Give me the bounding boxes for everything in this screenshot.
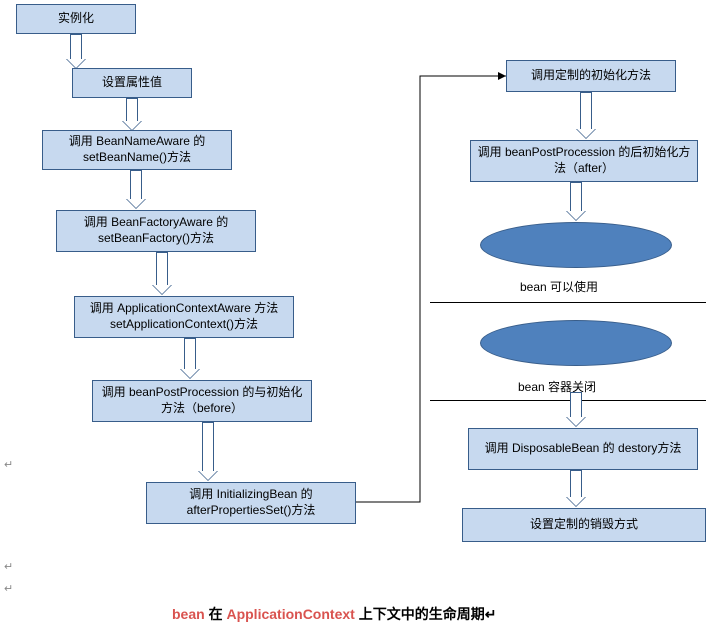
- node-bpp-after: 调用 beanPostProcession 的后初始化方法（after）: [470, 140, 698, 182]
- diagram-caption: bean 在 ApplicationContext 上下文中的生命周期↵: [172, 604, 496, 624]
- node-label: 调用 InitializingBean 的 afterPropertiesSet…: [151, 487, 351, 518]
- node-label: 调用 BeanFactoryAware 的 setBeanFactory()方法: [61, 215, 251, 246]
- node-set-props: 设置属性值: [72, 68, 192, 98]
- node-custom-destroy: 设置定制的销毁方式: [462, 508, 706, 542]
- arrow-down-icon: [152, 252, 172, 295]
- node-beannameaware: 调用 BeanNameAware 的 setBeanName()方法: [42, 130, 232, 170]
- node-appcontextaware: 调用 ApplicationContextAware 方法 setApplica…: [74, 296, 294, 338]
- node-beanfactoryaware: 调用 BeanFactoryAware 的 setBeanFactory()方法: [56, 210, 256, 252]
- arrow-down-icon: [566, 392, 586, 427]
- node-instantiate: 实例化: [16, 4, 136, 34]
- node-initializingbean: 调用 InitializingBean 的 afterPropertiesSet…: [146, 482, 356, 524]
- ellipse-bean-ready: [480, 222, 672, 268]
- caption-suffix: 上下文中的生命周期: [355, 606, 485, 622]
- node-label: 调用 DisposableBean 的 destory方法: [485, 441, 682, 457]
- para-mark: ↵: [4, 458, 13, 471]
- node-label: 设置定制的销毁方式: [530, 517, 638, 533]
- caption-ac: ApplicationContext: [226, 606, 354, 622]
- arrow-down-icon: [66, 34, 86, 69]
- node-label: 设置属性值: [102, 75, 162, 91]
- node-label: 调用定制的初始化方法: [531, 68, 651, 84]
- arrow-down-icon: [122, 98, 142, 131]
- arrow-down-icon: [566, 470, 586, 507]
- ellipse-container-close: [480, 320, 672, 366]
- para-mark: ↵: [4, 560, 13, 573]
- caption-end-mark: ↵: [485, 606, 497, 622]
- node-custom-init: 调用定制的初始化方法: [506, 60, 676, 92]
- arrow-down-icon: [126, 170, 146, 209]
- arrow-down-icon: [576, 92, 596, 139]
- node-label: 调用 beanPostProcession 的与初始化方法（before）: [97, 385, 307, 416]
- node-bpp-before: 调用 beanPostProcession 的与初始化方法（before）: [92, 380, 312, 422]
- separator-line-1: [430, 302, 706, 303]
- node-label: 调用 ApplicationContextAware 方法 setApplica…: [79, 301, 289, 332]
- arrow-down-icon: [566, 182, 586, 221]
- node-disposablebean: 调用 DisposableBean 的 destory方法: [468, 428, 698, 470]
- arrow-down-icon: [180, 338, 200, 379]
- node-label: 调用 BeanNameAware 的 setBeanName()方法: [47, 134, 227, 165]
- para-mark: ↵: [4, 582, 13, 595]
- caption-mid: 在: [205, 606, 227, 622]
- caption-prefix: bean: [172, 606, 205, 622]
- node-label: 调用 beanPostProcession 的后初始化方法（after）: [475, 145, 693, 176]
- node-label: 实例化: [58, 11, 94, 27]
- label-bean-ready: bean 可以使用: [520, 278, 598, 295]
- arrow-down-icon: [198, 422, 218, 481]
